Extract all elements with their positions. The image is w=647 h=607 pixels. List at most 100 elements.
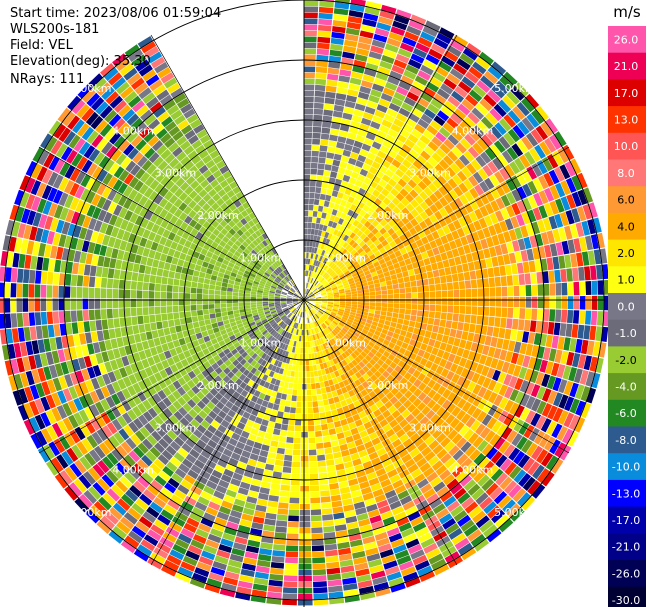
velocity-cell [214,331,222,338]
velocity-cell [395,53,410,64]
velocity-cell [281,323,286,329]
velocity-cell [194,567,210,578]
velocity-cell [464,190,474,202]
velocity-cell [200,266,208,273]
velocity-cell [435,290,442,298]
velocity-cell [314,327,318,334]
velocity-cell [340,492,352,500]
velocity-cell [304,305,306,312]
velocity-cell [324,543,338,551]
velocity-cell [290,340,295,347]
velocity-cell [244,305,251,309]
velocity-cell [142,399,152,411]
velocity-cell [406,428,417,438]
velocity-cell [100,288,107,299]
velocity-cell [335,280,342,285]
velocity-cell [248,350,255,357]
velocity-cell [527,461,540,476]
velocity-cell [340,155,350,163]
velocity-cell [41,381,51,396]
velocity-cell [277,334,283,341]
velocity-cell [359,30,374,39]
velocity-cell [104,511,119,525]
velocity-cell [376,499,389,509]
velocity-cell [333,305,339,309]
velocity-cell [325,91,336,99]
velocity-cell [124,210,134,221]
velocity-cell [536,160,548,175]
velocity-cell [390,337,398,345]
velocity-cell [410,53,425,64]
velocity-cell [317,332,322,339]
velocity-cell [466,163,477,175]
velocity-cell [365,344,373,351]
velocity-cell [393,59,407,69]
velocity-cell [333,266,339,272]
velocity-cell [571,191,582,207]
velocity-cell [196,381,205,391]
velocity-cell [422,336,430,345]
velocity-cell [88,287,95,298]
velocity-cell [525,410,536,424]
velocity-cell [307,401,313,408]
velocity-cell [288,509,299,516]
velocity-cell [316,175,323,182]
velocity-cell [308,303,314,307]
velocity-cell [307,228,312,235]
velocity-cell [371,227,379,235]
velocity-cell [476,315,483,325]
velocity-cell [211,449,222,459]
velocity-cell [401,453,412,464]
velocity-cell [428,277,435,285]
velocity-cell [359,233,367,240]
velocity-cell [54,363,64,377]
velocity-cell [339,297,346,300]
velocity-cell [311,150,319,157]
velocity-cell [470,315,477,324]
velocity-cell [333,8,349,16]
velocity-cell [58,273,66,286]
velocity-cell [348,389,356,397]
velocity-cell [513,297,520,308]
velocity-cell [334,2,350,10]
velocity-cell [461,547,477,561]
velocity-cell [405,303,412,310]
velocity-cell [460,413,471,425]
velocity-cell [142,388,152,399]
velocity-cell [74,498,89,513]
velocity-cell [202,299,209,305]
velocity-cell [89,505,104,520]
velocity-cell [565,210,575,225]
velocity-cell [364,354,372,362]
velocity-cell [232,306,239,311]
velocity-cell [400,329,407,337]
velocity-cell [22,356,31,372]
velocity-cell [327,277,333,283]
velocity-cell [268,302,275,306]
velocity-cell [449,200,459,211]
velocity-cell [163,407,173,418]
velocity-cell [310,335,314,341]
velocity-cell [364,440,374,450]
velocity-cell [397,48,412,58]
velocity-cell [76,298,83,310]
velocity-cell [277,386,284,393]
velocity-cell [252,583,268,592]
velocity-cell [210,528,224,538]
velocity-cell [516,214,525,227]
velocity-cell [92,463,105,478]
velocity-cell [498,118,512,132]
velocity-cell [389,70,403,80]
velocity-cell [209,279,216,286]
velocity-cell [451,248,460,258]
velocity-cell [392,215,401,224]
velocity-cell [283,581,298,588]
velocity-cell [266,281,272,286]
velocity-cell [179,252,187,261]
velocity-cell [107,318,114,329]
velocity-cell [205,324,213,331]
velocity-cell [241,450,251,459]
velocity-cell [261,337,268,344]
velocity-cell [491,61,507,75]
velocity-cell [306,317,309,324]
